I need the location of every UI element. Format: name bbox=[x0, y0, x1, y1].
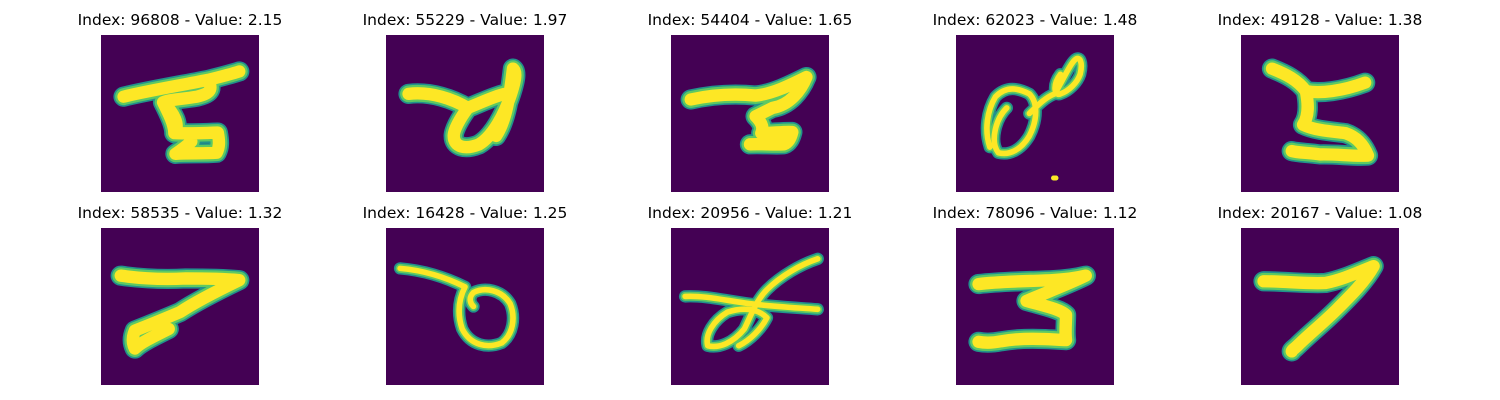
digit-drawing bbox=[1241, 35, 1399, 192]
digit-drawing bbox=[101, 228, 259, 385]
image-background bbox=[1241, 228, 1399, 385]
digit-image bbox=[386, 228, 544, 385]
digit-stroke bbox=[1257, 259, 1380, 358]
panel-10: Index: 20167 - Value: 1.08 bbox=[1210, 204, 1430, 394]
image-background bbox=[1241, 35, 1399, 192]
panel-5: Index: 49128 - Value: 1.38 bbox=[1210, 11, 1430, 201]
panel-title: Index: 62023 - Value: 1.48 bbox=[932, 11, 1138, 29]
panel-title: Index: 20167 - Value: 1.08 bbox=[1217, 204, 1423, 222]
digit-drawing bbox=[671, 228, 829, 385]
panel-title: Index: 55229 - Value: 1.97 bbox=[362, 11, 568, 29]
panel-title: Index: 49128 - Value: 1.38 bbox=[1217, 11, 1423, 29]
digit-image bbox=[956, 35, 1114, 192]
panel-title: Index: 54404 - Value: 1.65 bbox=[647, 11, 853, 29]
digit-stroke bbox=[1265, 62, 1375, 162]
digit-drawing bbox=[956, 228, 1114, 385]
digit-image bbox=[956, 228, 1114, 385]
digit-drawing bbox=[386, 228, 544, 385]
digit-stroke bbox=[117, 65, 246, 161]
panel-8: Index: 20956 - Value: 1.21 bbox=[640, 204, 860, 394]
digit-image bbox=[671, 228, 829, 385]
panel-title: Index: 96808 - Value: 2.15 bbox=[77, 11, 283, 29]
digit-drawing bbox=[101, 35, 259, 192]
digit-drawing bbox=[671, 35, 829, 192]
panel-title: Index: 16428 - Value: 1.25 bbox=[362, 204, 568, 222]
digit-stroke bbox=[114, 269, 246, 355]
panel-2: Index: 55229 - Value: 1.97 bbox=[355, 11, 575, 201]
digit-image bbox=[1241, 228, 1399, 385]
panel-3: Index: 54404 - Value: 1.65 bbox=[640, 11, 860, 201]
panel-title: Index: 20956 - Value: 1.21 bbox=[647, 204, 853, 222]
digit-stroke bbox=[402, 62, 522, 154]
panel-1: Index: 96808 - Value: 2.15 bbox=[70, 11, 290, 201]
digit-image bbox=[386, 35, 544, 192]
digit-image bbox=[101, 35, 259, 192]
digit-drawing bbox=[1241, 228, 1399, 385]
digit-drawing bbox=[386, 35, 544, 192]
digit-stroke bbox=[684, 70, 813, 151]
panel-title: Index: 78096 - Value: 1.12 bbox=[932, 204, 1138, 222]
digit-image bbox=[101, 228, 259, 385]
digit-drawing bbox=[956, 35, 1114, 192]
panel-7: Index: 16428 - Value: 1.25 bbox=[355, 204, 575, 394]
digit-stroke bbox=[397, 265, 516, 349]
digit-image bbox=[1241, 35, 1399, 192]
panel-9: Index: 78096 - Value: 1.12 bbox=[925, 204, 1145, 394]
digit-image bbox=[671, 35, 829, 192]
panel-title: Index: 58535 - Value: 1.32 bbox=[77, 204, 283, 222]
digit-stroke bbox=[984, 55, 1085, 157]
digit-stroke bbox=[682, 256, 821, 350]
panel-6: Index: 58535 - Value: 1.32 bbox=[70, 204, 290, 394]
panel-4: Index: 62023 - Value: 1.48 bbox=[925, 11, 1145, 201]
digit-stroke bbox=[972, 269, 1092, 349]
